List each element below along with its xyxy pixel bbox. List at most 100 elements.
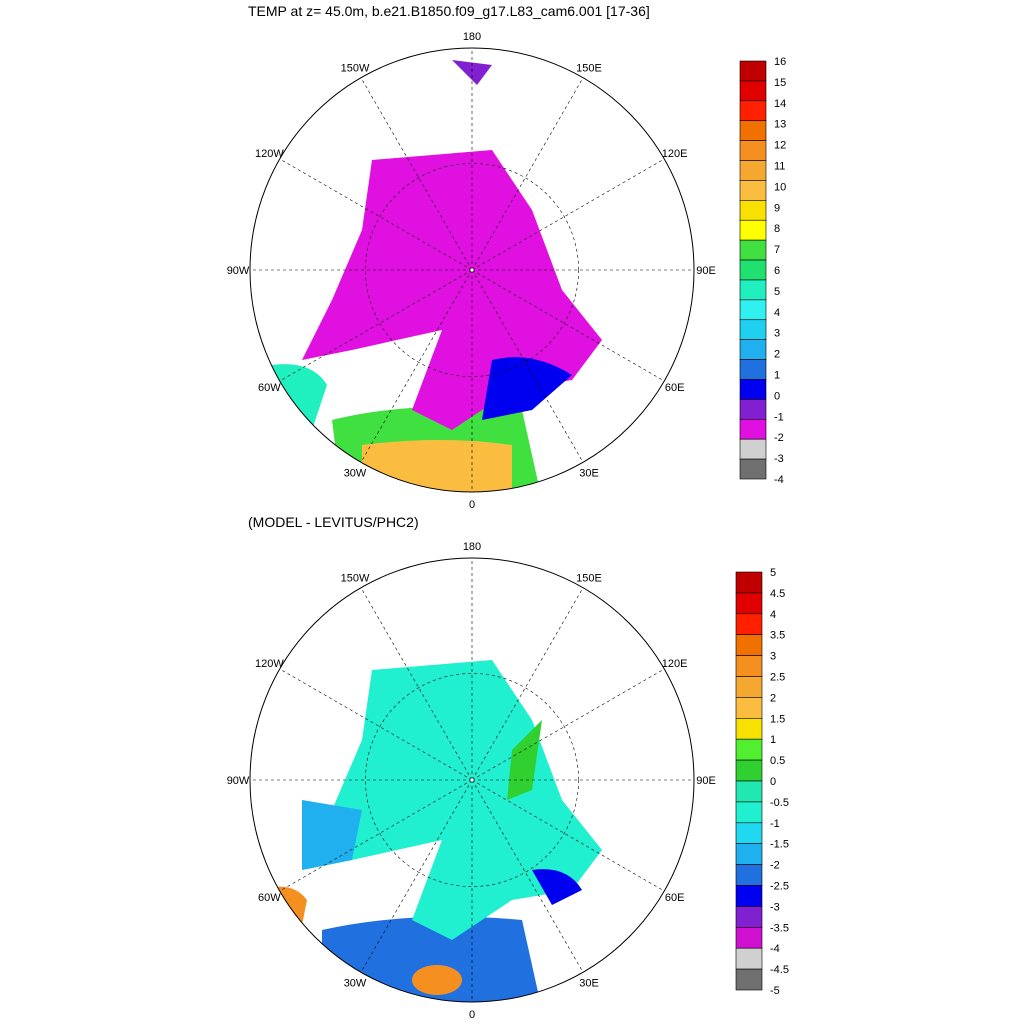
- colorbar-label: 4: [774, 307, 780, 319]
- meridian-line: [471, 269, 584, 463]
- colorbar-label: 3.5: [770, 630, 785, 642]
- colorbar-label: -1: [770, 818, 780, 830]
- bottom-panel-title: (MODEL - LEVITUS/PHC2): [248, 514, 419, 530]
- lon-label-120w: 120W: [255, 148, 284, 160]
- colorbar-swatch: [739, 219, 767, 241]
- colorbar-swatch: [735, 947, 763, 970]
- colorbar-swatch: [739, 259, 767, 281]
- lon-label-150w: 150W: [341, 572, 370, 584]
- colorbar-swatch: [735, 634, 763, 656]
- lon-label-30e: 30E: [579, 978, 599, 990]
- lon-label-30w: 30W: [344, 978, 367, 990]
- colorbar-swatch: [735, 717, 763, 740]
- colorbar-label: 13: [774, 119, 786, 131]
- colorbar-label: 2: [770, 692, 776, 704]
- colorbar-swatch: [739, 160, 767, 181]
- colorbar-swatch: [739, 438, 767, 460]
- lon-label-150e: 150E: [576, 62, 602, 74]
- colorbar-swatch: [735, 592, 763, 615]
- lon-label-150e: 150E: [576, 572, 602, 584]
- colorbar-label: 0.5: [770, 755, 785, 767]
- colorbar-label: 7: [774, 244, 780, 256]
- colorbar-swatch: [739, 140, 767, 161]
- meridian-line: [471, 779, 665, 892]
- lon-label-0: 0: [469, 1009, 475, 1021]
- colorbar-swatch: [735, 613, 763, 635]
- colorbar-swatch: [739, 200, 767, 221]
- colorbar-swatch: [739, 60, 767, 82]
- colorbar-label: -2.5: [770, 881, 789, 893]
- meridian-line: [279, 269, 473, 382]
- colorbar-label: 1: [774, 370, 780, 382]
- lon-label-120e: 120E: [662, 658, 688, 670]
- lon-label-120e: 120E: [662, 148, 688, 160]
- arctic-basin-region: [302, 660, 602, 940]
- lon-label-60w: 60W: [258, 892, 281, 904]
- colorbar-label: 4: [770, 609, 776, 621]
- meridian-line: [471, 77, 584, 271]
- colorbar-label: 3: [774, 328, 780, 340]
- colorbar-swatch: [739, 120, 767, 141]
- siberian-shelf-region: [507, 720, 542, 800]
- colorbar-label: 16: [774, 56, 786, 68]
- latitude-circle: [365, 673, 579, 887]
- lon-label-60e: 60E: [665, 382, 685, 394]
- colorbar-swatch: [735, 968, 763, 991]
- meridian-line: [471, 269, 665, 382]
- colorbar-label: 1.5: [770, 713, 785, 725]
- colorbar-swatch: [735, 738, 763, 761]
- meridian-line: [360, 779, 473, 973]
- colorbar-label: 3: [770, 651, 776, 663]
- lon-label-90e: 90E: [696, 775, 716, 787]
- north-pole-marker: [469, 777, 475, 783]
- lon-label-150w: 150W: [341, 62, 370, 74]
- lon-label-180: 180: [463, 31, 481, 43]
- colorbar-swatch: [739, 239, 767, 261]
- colorbar-label: -3: [770, 901, 780, 913]
- meridian-line: [279, 668, 473, 781]
- colorbar-label: -2: [774, 432, 784, 444]
- meridian-line: [471, 668, 665, 781]
- meridian-line: [360, 269, 473, 463]
- north-pole-marker: [469, 267, 475, 273]
- colorbar-swatch: [739, 299, 767, 321]
- colorbar-label: 14: [774, 98, 786, 110]
- colorbar-swatch: [735, 864, 763, 886]
- colorbar-swatch: [735, 822, 763, 844]
- colorbar-swatch: [735, 571, 763, 594]
- lon-label-120w: 120W: [255, 658, 284, 670]
- meridian-line: [471, 587, 584, 781]
- colorbar-swatch: [735, 780, 763, 803]
- lon-label-90e: 90E: [696, 265, 716, 277]
- colorbar-swatch: [735, 843, 763, 865]
- colorbar-swatch: [735, 697, 763, 719]
- colorbar-swatch: [739, 180, 767, 201]
- meridian-line: [471, 158, 665, 271]
- colorbar-swatch: [739, 319, 767, 340]
- atlantic-warm-anomaly: [412, 965, 462, 995]
- barents-front-region: [482, 357, 572, 420]
- colorbar-label: -5: [770, 985, 780, 997]
- colorbar-label: -2: [770, 860, 780, 872]
- colorbar-swatch: [739, 359, 767, 380]
- colorbar-label: -4: [774, 474, 784, 486]
- top-panel-title: TEMP at z= 45.0m, b.e21.B1850.f09_g17.L8…: [248, 3, 650, 19]
- colorbar-swatch: [735, 906, 763, 928]
- map-boundary: [249, 47, 695, 493]
- colorbar-swatch: [739, 399, 767, 420]
- colorbar-label: 2: [774, 349, 780, 361]
- colorbar-swatch: [739, 379, 767, 400]
- colorbar-label: 12: [774, 140, 786, 152]
- labrador-warm-region: [262, 886, 307, 950]
- colorbar-label: -0.5: [770, 797, 789, 809]
- map-boundary: [249, 557, 695, 1003]
- labrador-sea-region: [272, 364, 327, 430]
- lon-label-90w: 90W: [227, 265, 250, 277]
- colorbar-label: 0: [770, 776, 776, 788]
- meridian-line: [471, 779, 584, 973]
